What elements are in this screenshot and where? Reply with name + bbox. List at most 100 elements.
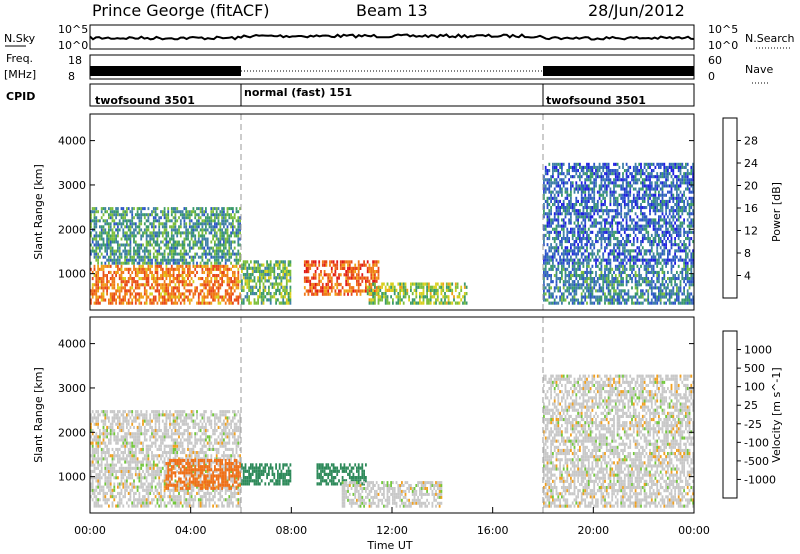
power-cell [566,172,569,176]
power-cell [347,270,349,274]
power-cell [251,292,254,296]
power-cell [151,292,153,296]
power-cell [557,261,560,265]
power-cell [228,240,231,244]
power-cell [117,246,119,250]
power-cell [575,184,578,188]
power-cell [656,264,659,268]
power-cell [172,243,175,247]
power-cell [165,213,168,217]
power-cell [616,175,619,179]
power-cell [552,261,554,265]
power-cell [118,274,121,278]
power-cell [618,172,621,176]
power-cell [596,199,599,203]
power-cell [661,162,664,166]
power-cell [129,267,132,271]
power-cell [188,231,191,235]
power-cell [156,289,159,293]
power-cell [115,264,117,268]
power-cell [127,301,130,305]
power-cell [629,227,632,231]
power-cell [187,270,189,274]
power-cell [589,270,592,274]
power-cell [614,184,617,188]
power-cell [598,221,601,225]
power-cell [672,165,675,169]
power-cell [586,212,588,216]
power-cell [638,187,641,191]
power-cell [228,258,231,262]
power-cell [659,206,662,210]
power-cell [686,267,689,271]
power-cell [650,206,653,210]
cpid-panel: CPID twofsound 3501 normal (fast) 151 tw… [6,83,695,107]
power-cell [607,274,610,278]
power-cell [419,301,421,305]
power-cell [170,292,173,296]
power-cell [154,295,157,299]
power-cell [347,276,349,280]
power-cell [214,280,216,284]
noise-left-label: N.Sky [4,32,36,45]
power-cell [543,178,545,182]
power-cell [221,207,223,211]
power-cell [677,209,680,213]
power-cell [575,165,578,169]
power-cell [580,237,583,241]
power-cell [208,267,211,271]
power-cell [623,267,626,271]
power-cell [268,292,270,296]
power-cell [167,213,170,217]
power-cell [325,263,328,267]
power-cell [102,274,105,278]
power-cell [550,301,552,305]
power-cell [120,264,123,268]
power-cell [647,249,650,253]
power-cell [226,274,229,278]
power-cell [681,277,684,281]
date-title: 28/Jun/2012 [588,1,685,20]
power-cell [366,260,369,264]
power-cell [370,286,373,290]
power-cell [269,295,272,299]
power-cell [169,298,171,302]
power-cell [179,258,182,262]
power-cell [187,234,189,238]
power-cell [327,292,330,296]
power-cell [329,286,331,290]
power-cell [605,184,608,188]
power-cell [323,292,326,296]
power-cell [627,274,630,278]
power-cell [226,252,229,256]
power-cell [113,283,116,287]
power-cell [584,237,587,241]
power-cell [632,193,635,197]
power-cell [271,295,274,299]
power-cell [620,283,623,287]
power-cell [108,264,110,268]
power-cell [145,213,148,217]
power-cell [561,165,563,169]
power-cell [589,258,592,262]
power-cell [347,273,349,277]
power-cell [647,295,650,299]
power-cell [223,216,225,220]
power-cell [357,260,360,264]
power-cell [190,270,193,274]
power-cell [197,240,200,244]
power-cell [350,260,353,264]
power-cell [199,277,202,281]
power-cell [122,280,125,284]
power-cell [235,228,238,232]
power-cell [607,252,610,256]
power-cell [634,277,637,281]
power-cell [167,298,170,302]
power-cell [690,298,693,302]
power-cell [553,178,556,182]
power-cell [553,240,556,244]
power-cell [636,181,639,185]
power-cell [163,210,166,214]
power-cell [117,234,119,238]
power-cell [688,280,691,284]
